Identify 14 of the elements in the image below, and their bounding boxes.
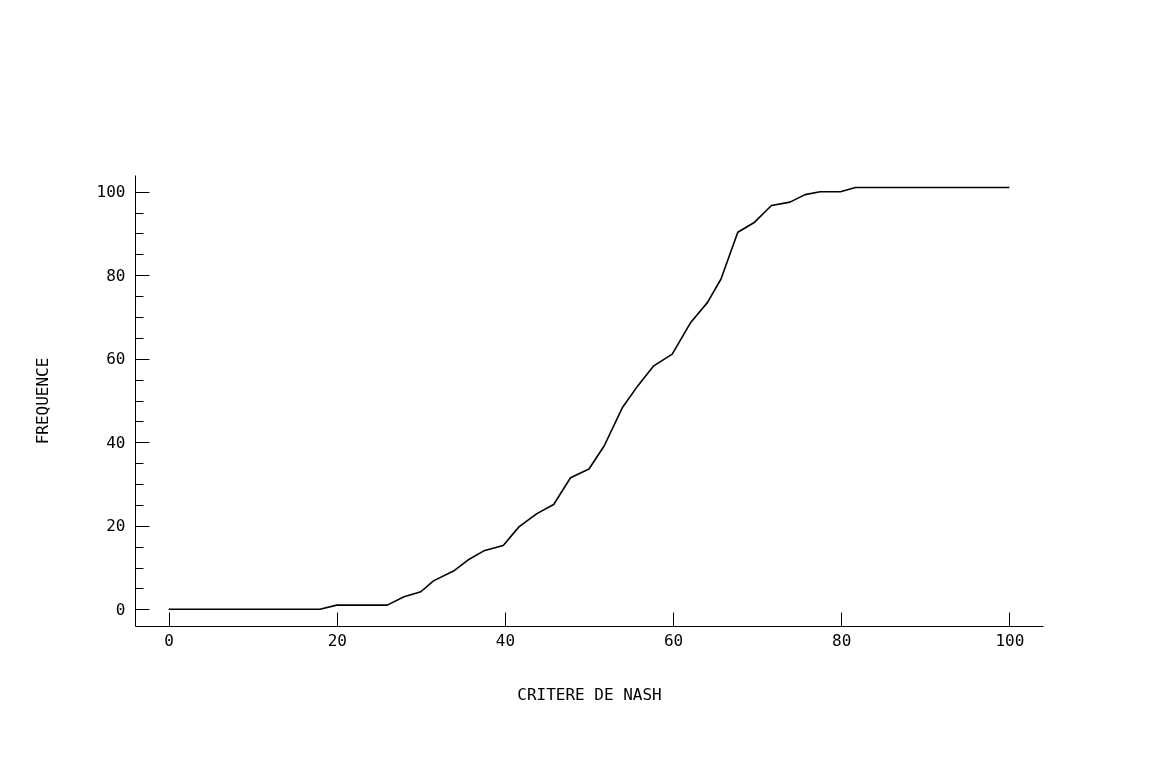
x-tick-label: 0 bbox=[164, 630, 174, 650]
x-tick-label: 80 bbox=[832, 630, 852, 650]
y-tick-label: 20 bbox=[106, 516, 126, 536]
x-tick-label: 60 bbox=[663, 630, 684, 650]
y-tick-label: 60 bbox=[106, 349, 126, 369]
x-tick-label: 100 bbox=[995, 630, 1025, 650]
y-tick-label: 40 bbox=[106, 432, 126, 452]
x-axis-title: CRITERE DE NASH bbox=[517, 684, 662, 704]
x-tick-label: 40 bbox=[495, 630, 516, 650]
y-tick-label: 0 bbox=[115, 599, 126, 619]
y-tick-label: 100 bbox=[96, 182, 126, 202]
x-tick-label: 20 bbox=[327, 630, 347, 650]
y-tick-label: 80 bbox=[106, 265, 126, 285]
y-axis-title: FREQUENCE bbox=[32, 357, 52, 445]
